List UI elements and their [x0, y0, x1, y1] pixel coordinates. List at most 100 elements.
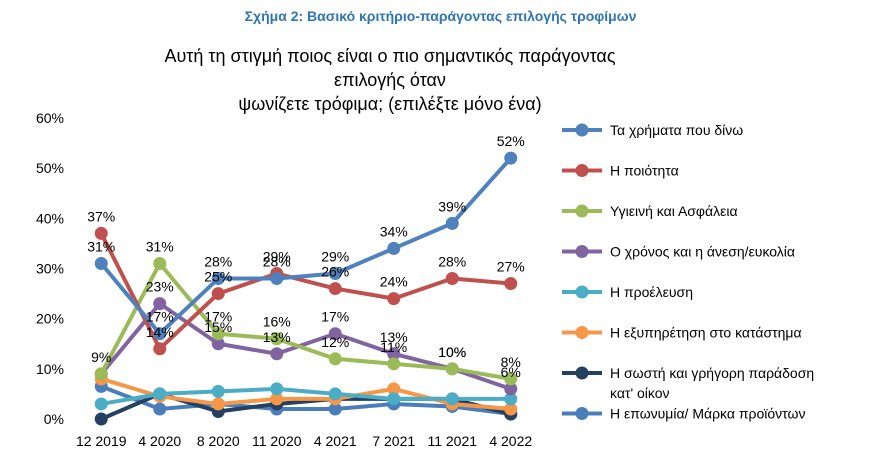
data-point	[504, 277, 518, 291]
y-tick-label: 60%	[36, 110, 64, 126]
data-label: 27%	[497, 259, 525, 275]
legend-marker	[575, 326, 589, 339]
data-point	[211, 337, 225, 351]
figure-caption: Σχήμα 2: Βασικό κριτήριο-παράγοντας επιλ…	[244, 8, 637, 24]
data-point	[270, 382, 284, 396]
data-label: 12%	[321, 334, 349, 350]
data-label: 8%	[501, 354, 521, 370]
y-tick-label: 30%	[36, 261, 64, 277]
data-point	[387, 382, 401, 396]
data-label: 31%	[146, 238, 174, 254]
data-point	[387, 241, 401, 255]
chart-title-line-2: ψωνίζετε τρόφιμα; (επιλέξτε μόνο ένα)	[238, 94, 542, 114]
data-point	[153, 387, 167, 401]
x-tick-label: 4 2021	[314, 433, 357, 449]
data-label: 28%	[263, 254, 291, 270]
series-line	[100, 376, 511, 411]
data-point	[328, 267, 342, 281]
data-point	[153, 297, 167, 311]
data-label: 37%	[87, 208, 115, 224]
data-label: 29%	[321, 249, 349, 265]
data-point	[270, 332, 284, 346]
data-point	[445, 272, 459, 286]
x-tick-label: 4 2022	[489, 433, 532, 449]
data-point	[387, 392, 401, 406]
data-label: 25%	[204, 269, 232, 285]
legend-label: Τα χρήματα που δίνω	[610, 122, 743, 138]
x-tick-label: 12 2019	[76, 433, 127, 449]
data-point	[504, 402, 518, 416]
data-point	[387, 347, 401, 361]
data-point	[211, 287, 225, 301]
series-line	[99, 156, 513, 336]
data-point	[94, 256, 108, 270]
data-label: 16%	[263, 314, 291, 330]
data-point	[94, 412, 108, 426]
data-label: 17%	[146, 309, 174, 325]
data-point	[153, 342, 167, 356]
data-point	[387, 292, 401, 306]
data-point	[445, 392, 459, 406]
data-point	[211, 384, 225, 398]
data-label: 28%	[438, 254, 466, 270]
data-label: 17%	[321, 309, 349, 325]
legend-label: Ο χρόνος και η άνεση/ευκολία	[610, 244, 795, 260]
legend-marker	[575, 164, 589, 177]
data-point	[270, 272, 284, 286]
data-point	[328, 402, 342, 416]
legend-marker	[575, 245, 589, 258]
data-label: 11%	[380, 339, 407, 355]
x-tick-label: 7 2021	[372, 433, 415, 449]
y-tick-label: 40%	[36, 210, 64, 226]
data-point	[387, 357, 401, 371]
data-point	[211, 272, 225, 286]
data-point	[328, 282, 342, 296]
data-label: 6%	[501, 364, 521, 380]
data-point	[94, 367, 108, 381]
data-label: 23%	[146, 279, 174, 295]
data-point	[153, 327, 167, 341]
data-point	[211, 327, 225, 341]
data-label: 39%	[438, 198, 466, 214]
legend-marker	[575, 285, 589, 299]
data-point	[153, 256, 167, 270]
data-label: 29%	[263, 249, 291, 265]
data-label: 14%	[146, 324, 174, 340]
data-point	[328, 387, 342, 401]
data-point	[270, 392, 284, 406]
data-label: 28%	[204, 254, 232, 270]
data-label: 9%	[91, 349, 111, 365]
data-point	[445, 216, 459, 230]
data-point	[504, 382, 518, 396]
y-tick-label: 50%	[36, 160, 64, 176]
data-label: 10%	[438, 344, 466, 360]
data-point	[445, 362, 459, 376]
data-point	[504, 151, 518, 165]
data-label: 15%	[204, 319, 232, 335]
data-point	[328, 327, 342, 341]
data-label: 13%	[263, 329, 291, 345]
data-point	[504, 372, 518, 386]
data-label: 24%	[380, 274, 408, 290]
data-point	[94, 226, 108, 240]
data-point	[504, 392, 518, 406]
legend-marker	[575, 123, 589, 137]
legend-marker	[575, 366, 589, 380]
data-label: 13%	[380, 329, 408, 345]
chart-title: Αυτή τη στιγμή ποιος είναι ο πιο σημαντι…	[130, 44, 650, 116]
chart-title-line-1: Αυτή τη στιγμή ποιος είναι ο πιο σημαντι…	[164, 46, 616, 90]
data-point	[270, 347, 284, 361]
legend-label: Η προέλευση	[610, 284, 693, 300]
data-label: 10%	[438, 344, 466, 360]
data-label: 31%	[87, 238, 115, 254]
data-point	[328, 352, 342, 366]
legend-marker	[575, 204, 589, 218]
data-point	[211, 397, 225, 411]
data-point	[153, 402, 167, 416]
legend-marker	[575, 407, 589, 420]
x-tick-label: 11 2020	[252, 433, 302, 449]
legend-label: Η εξυπηρέτηση στο κατάστημα	[610, 325, 802, 341]
x-tick-label: 4 2020	[138, 433, 181, 449]
x-tick-label: 8 2020	[197, 433, 240, 449]
